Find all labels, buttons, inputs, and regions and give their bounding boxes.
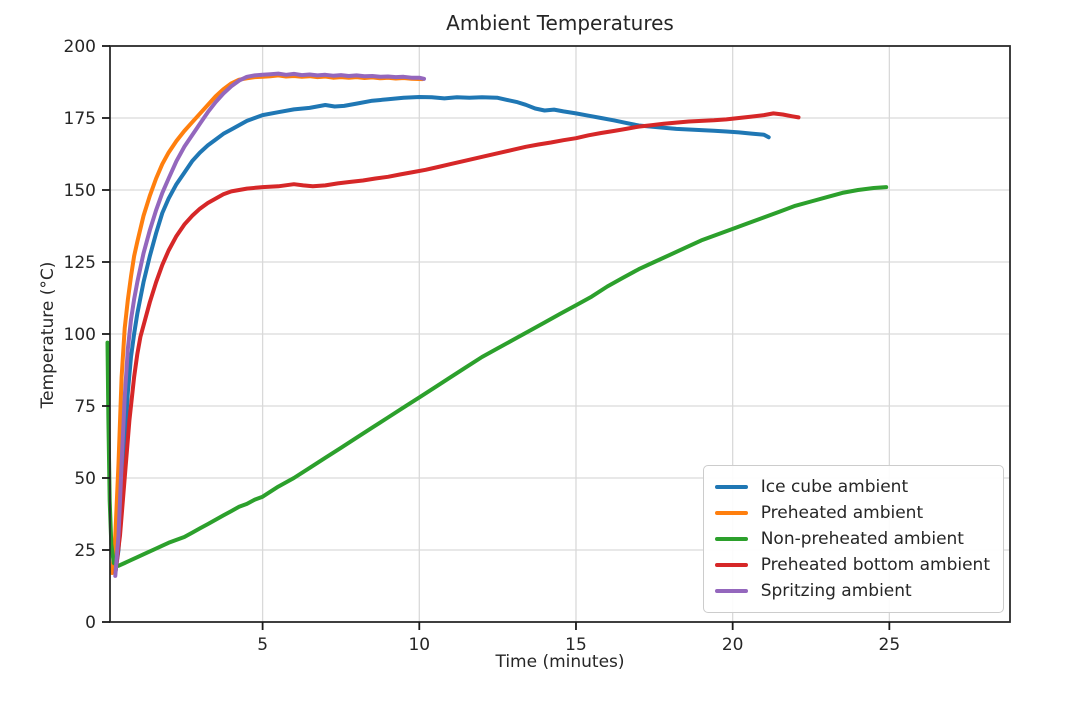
series-line-2 — [105, 185, 889, 568]
legend-label: Ice cube ambient — [760, 477, 909, 497]
legend-label: Spritzing ambient — [760, 581, 912, 601]
y-tick-label: 100 — [64, 325, 96, 345]
legend-line-swatch — [714, 563, 748, 567]
y-tick-label: 150 — [64, 181, 96, 201]
legend-item: Ice cube ambient — [714, 474, 990, 500]
y-tick-label: 125 — [64, 253, 96, 273]
series-line-4 — [113, 71, 426, 578]
legend-line-swatch — [714, 511, 748, 515]
legend-item: Preheated ambient — [714, 500, 990, 526]
y-tick-label: 0 — [85, 613, 96, 633]
legend-label: Non-preheated ambient — [760, 529, 964, 549]
legend: Ice cube ambient Preheated ambient Non-pre… — [702, 465, 1004, 613]
x-tick-label: 25 — [879, 635, 901, 655]
legend-line-swatch — [714, 537, 748, 541]
x-tick-label: 15 — [565, 635, 587, 655]
series-line-1 — [110, 73, 425, 575]
y-tick-label: 200 — [64, 37, 96, 57]
legend-line-swatch — [714, 589, 748, 593]
x-tick-label: 10 — [408, 635, 430, 655]
x-tick-label: 20 — [722, 635, 744, 655]
y-tick-label: 25 — [74, 541, 96, 561]
legend-label: Preheated ambient — [760, 503, 924, 523]
y-tick-label: 75 — [74, 397, 96, 417]
x-axis-label: Time (minutes) — [495, 652, 625, 672]
legend-label: Preheated bottom ambient — [760, 555, 990, 575]
legend-item: Spritzing ambient — [714, 578, 990, 604]
y-tick-label: 175 — [64, 109, 96, 129]
series-line-3 — [113, 111, 801, 575]
legend-item: Non-preheated ambient — [714, 526, 990, 552]
y-axis-label: Temperature (°C) — [38, 261, 58, 409]
y-tick-label: 50 — [74, 469, 96, 489]
series-line-0 — [113, 95, 771, 575]
chart-title: Ambient Temperatures — [446, 11, 674, 35]
legend-item: Preheated bottom ambient — [714, 552, 990, 578]
x-tick-label: 5 — [257, 635, 268, 655]
legend-line-swatch — [714, 485, 748, 489]
